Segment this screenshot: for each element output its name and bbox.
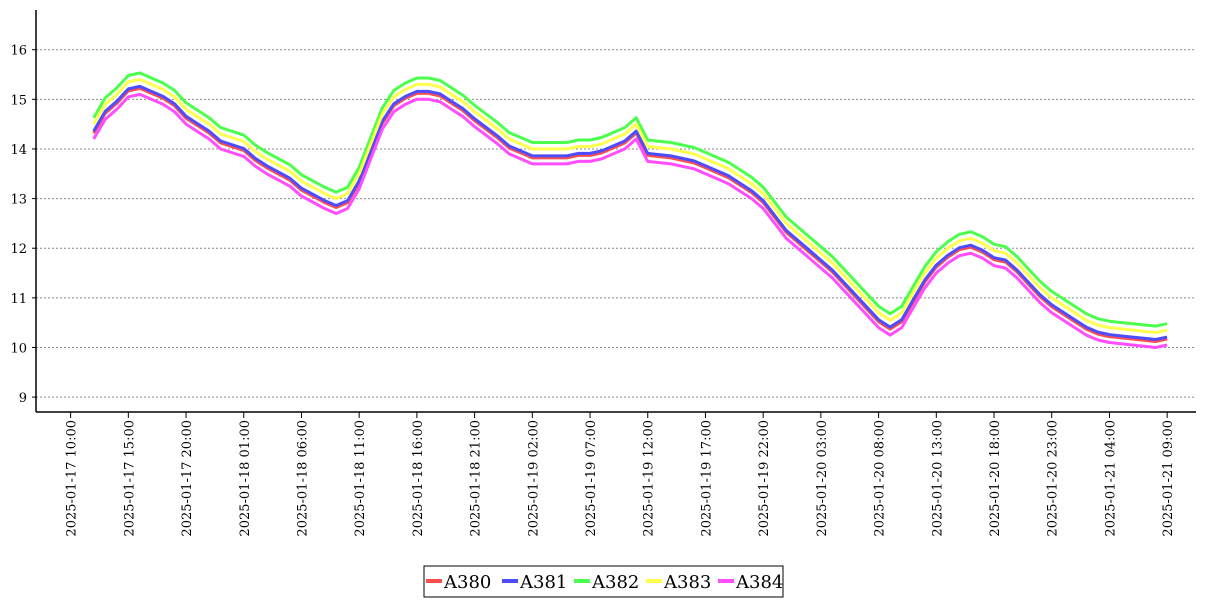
- x-tick-label: 2025-01-18 06:00: [295, 420, 310, 537]
- series-line-a384: [92, 92, 1168, 349]
- grid-lines: [36, 49, 1196, 398]
- x-tick-label: 2025-01-17 15:00: [122, 420, 137, 537]
- y-tick-label: 13: [10, 193, 27, 208]
- legend: A380 A381 A382 A383 A384: [423, 565, 784, 598]
- x-tick-label: 2025-01-20 23:00: [1046, 420, 1061, 537]
- legend-label-a381: A381: [519, 572, 567, 593]
- legend-label-a384: A384: [735, 572, 783, 593]
- x-tick-label: 2025-01-20 18:00: [988, 420, 1003, 537]
- y-tick-label: 15: [10, 93, 27, 108]
- x-tick-label: 2025-01-19 12:00: [642, 420, 657, 537]
- y-tick-label: 11: [10, 292, 27, 307]
- x-tick-label: 2025-01-18 21:00: [469, 420, 484, 537]
- x-tick-label: 2025-01-19 02:00: [526, 420, 541, 537]
- x-tick-label: 2025-01-21 04:00: [1103, 420, 1118, 537]
- y-tick-label: 10: [10, 341, 27, 356]
- legend-label-a380: A380: [443, 572, 491, 593]
- legend-label-a382: A382: [591, 572, 639, 593]
- x-tick-label: 2025-01-21 09:00: [1161, 420, 1176, 537]
- x-tick-label: 2025-01-17 20:00: [180, 420, 195, 537]
- series-line-a383: [92, 78, 1168, 335]
- y-axis-ticks: 9 10 11 12 13 14 15 16: [10, 44, 36, 406]
- x-axis-ticks: 2025-01-17 10:00 2025-01-17 15:00 2025-01-…: [65, 412, 1176, 537]
- x-tick-label: 2025-01-18 01:00: [238, 420, 253, 537]
- x-tick-label: 2025-01-20 08:00: [873, 420, 888, 537]
- series-lines: [92, 71, 1168, 349]
- x-tick-label: 2025-01-20 13:00: [930, 420, 945, 537]
- y-tick-label: 12: [10, 242, 27, 257]
- series-line-a381: [92, 84, 1168, 341]
- series-line-a380: [92, 86, 1168, 343]
- x-tick-label: 2025-01-19 07:00: [584, 420, 599, 537]
- x-tick-label: 2025-01-19 22:00: [757, 420, 772, 537]
- series-line-a382: [92, 71, 1168, 328]
- legend-label-a383: A383: [663, 572, 711, 593]
- y-tick-label: 16: [10, 44, 27, 59]
- x-tick-label: 2025-01-19 17:00: [699, 420, 714, 537]
- x-tick-label: 2025-01-20 03:00: [815, 420, 830, 537]
- x-tick-label: 2025-01-17 10:00: [65, 420, 80, 537]
- x-tick-label: 2025-01-18 11:00: [353, 420, 368, 537]
- y-tick-label: 14: [10, 143, 27, 158]
- x-tick-label: 2025-01-18 16:00: [411, 420, 426, 537]
- y-tick-label: 9: [19, 391, 27, 406]
